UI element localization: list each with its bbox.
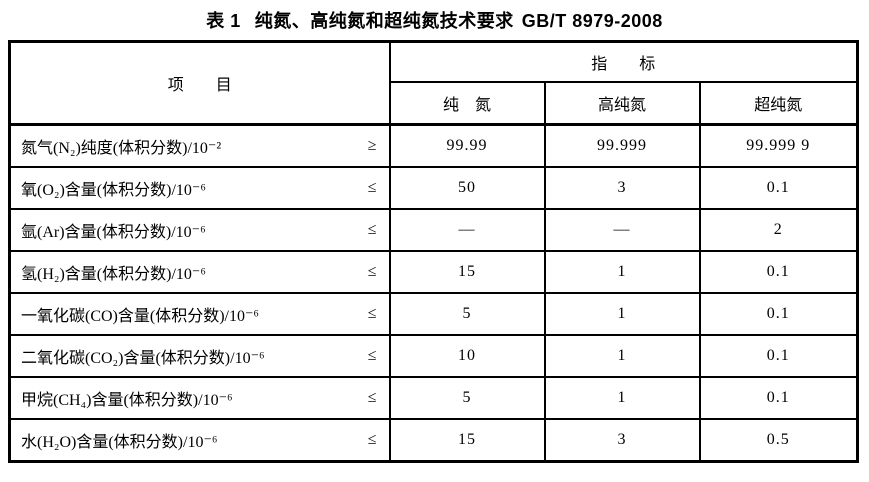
- table-row: 水(H₂O)含量(体积分数)/10⁻⁶ ≤ 15 3 0.5: [8, 418, 859, 463]
- row-comparator: ≤: [367, 305, 377, 322]
- cell-value: 0.1: [698, 250, 859, 294]
- cell-value: 1: [543, 376, 701, 420]
- cell-value: 99.999: [543, 123, 701, 168]
- header-col-pure-n2: 纯 氮: [388, 81, 546, 126]
- header-row-sub: 纯 氮 高纯氮 超纯氮: [10, 81, 859, 126]
- item-cell: 氩(Ar)含量(体积分数)/10⁻⁶ ≤: [8, 208, 391, 252]
- row-comparator: ≤: [367, 221, 377, 238]
- cell-value: 3: [543, 418, 701, 463]
- cell-value: 99.999 9: [698, 123, 859, 168]
- header-index-cell: 指 标: [388, 40, 859, 83]
- header-col-high-purity-n2: 高纯氮: [543, 81, 701, 126]
- cell-value: 0.1: [698, 292, 859, 336]
- row-comparator: ≤: [367, 347, 377, 364]
- cell-value: 0.1: [698, 334, 859, 378]
- cell-value: 1: [543, 292, 701, 336]
- header-row-top: 项 目 指 标: [8, 40, 859, 126]
- cell-value: —: [388, 208, 546, 252]
- row-comparator: ≤: [367, 389, 377, 406]
- cell-value: 5: [388, 292, 546, 336]
- header-item-cell: 项 目: [8, 40, 391, 126]
- row-label: 氩(Ar)含量(体积分数)/10⁻⁶: [21, 224, 206, 241]
- row-label: 一氧化碳(CO)含量(体积分数)/10⁻⁶: [21, 308, 260, 325]
- cell-value: 15: [388, 250, 546, 294]
- cell-value: 1: [543, 250, 701, 294]
- table-row: 氢(H₂)含量(体积分数)/10⁻⁶ ≤ 15 1 0.1: [8, 250, 859, 294]
- cell-value: 2: [698, 208, 859, 252]
- item-cell: 氧(O₂)含量(体积分数)/10⁻⁶ ≤: [8, 166, 391, 210]
- row-label: 氧(O₂)含量(体积分数)/10⁻⁶: [21, 182, 206, 199]
- row-comparator: ≥: [367, 137, 377, 154]
- cell-value: 99.99: [388, 123, 546, 168]
- page-title: 表 1 纯氮、高纯氮和超纯氮技术要求 GB/T 8979-2008: [0, 7, 869, 33]
- table-title-text: 纯氮、高纯氮和超纯氮技术要求: [254, 11, 514, 31]
- item-cell: 氮气(N₂)纯度(体积分数)/10⁻² ≥: [8, 123, 391, 168]
- row-label: 氢(H₂)含量(体积分数)/10⁻⁶: [21, 266, 206, 283]
- cell-value: 50: [388, 166, 546, 210]
- cell-value: 1: [543, 334, 701, 378]
- item-cell: 一氧化碳(CO)含量(体积分数)/10⁻⁶ ≤: [8, 292, 391, 336]
- cell-value: 0.1: [698, 166, 859, 210]
- table-number: 表 1: [206, 11, 241, 31]
- table-row: 氧(O₂)含量(体积分数)/10⁻⁶ ≤ 50 3 0.1: [8, 166, 859, 210]
- table-row: 氩(Ar)含量(体积分数)/10⁻⁶ ≤ — — 2: [8, 208, 859, 252]
- item-cell: 水(H₂O)含量(体积分数)/10⁻⁶ ≤: [8, 418, 391, 463]
- table-row: 二氧化碳(CO₂)含量(体积分数)/10⁻⁶ ≤ 10 1 0.1: [8, 334, 859, 378]
- header-col-ultra-pure-n2: 超纯氮: [698, 81, 859, 126]
- row-label: 甲烷(CH₄)含量(体积分数)/10⁻⁶: [21, 392, 233, 409]
- table-row: 甲烷(CH₄)含量(体积分数)/10⁻⁶ ≤ 5 1 0.1: [8, 376, 859, 420]
- cell-value: 15: [388, 418, 546, 463]
- cell-value: —: [543, 208, 701, 252]
- cell-value: 10: [388, 334, 546, 378]
- item-cell: 甲烷(CH₄)含量(体积分数)/10⁻⁶ ≤: [8, 376, 391, 420]
- row-label: 氮气(N₂)纯度(体积分数)/10⁻²: [21, 140, 222, 157]
- row-comparator: ≤: [367, 179, 377, 196]
- cell-value: 0.1: [698, 376, 859, 420]
- row-comparator: ≤: [367, 431, 377, 448]
- table-row: 一氧化碳(CO)含量(体积分数)/10⁻⁶ ≤ 5 1 0.1: [8, 292, 859, 336]
- cell-value: 5: [388, 376, 546, 420]
- cell-value: 3: [543, 166, 701, 210]
- row-label: 水(H₂O)含量(体积分数)/10⁻⁶: [21, 434, 218, 451]
- cell-value: 0.5: [698, 418, 859, 463]
- row-label: 二氧化碳(CO₂)含量(体积分数)/10⁻⁶: [21, 350, 265, 367]
- requirements-table: 项 目 指 标 纯 氮 高纯氮 超纯氮 氮气(N₂)纯度(体积分数)/10⁻² …: [8, 40, 859, 463]
- standard-number: GB/T 8979-2008: [521, 11, 663, 31]
- item-cell: 二氧化碳(CO₂)含量(体积分数)/10⁻⁶ ≤: [8, 334, 391, 378]
- table-row: 氮气(N₂)纯度(体积分数)/10⁻² ≥ 99.99 99.999 99.99…: [8, 123, 859, 168]
- item-cell: 氢(H₂)含量(体积分数)/10⁻⁶ ≤: [8, 250, 391, 294]
- row-comparator: ≤: [367, 263, 377, 280]
